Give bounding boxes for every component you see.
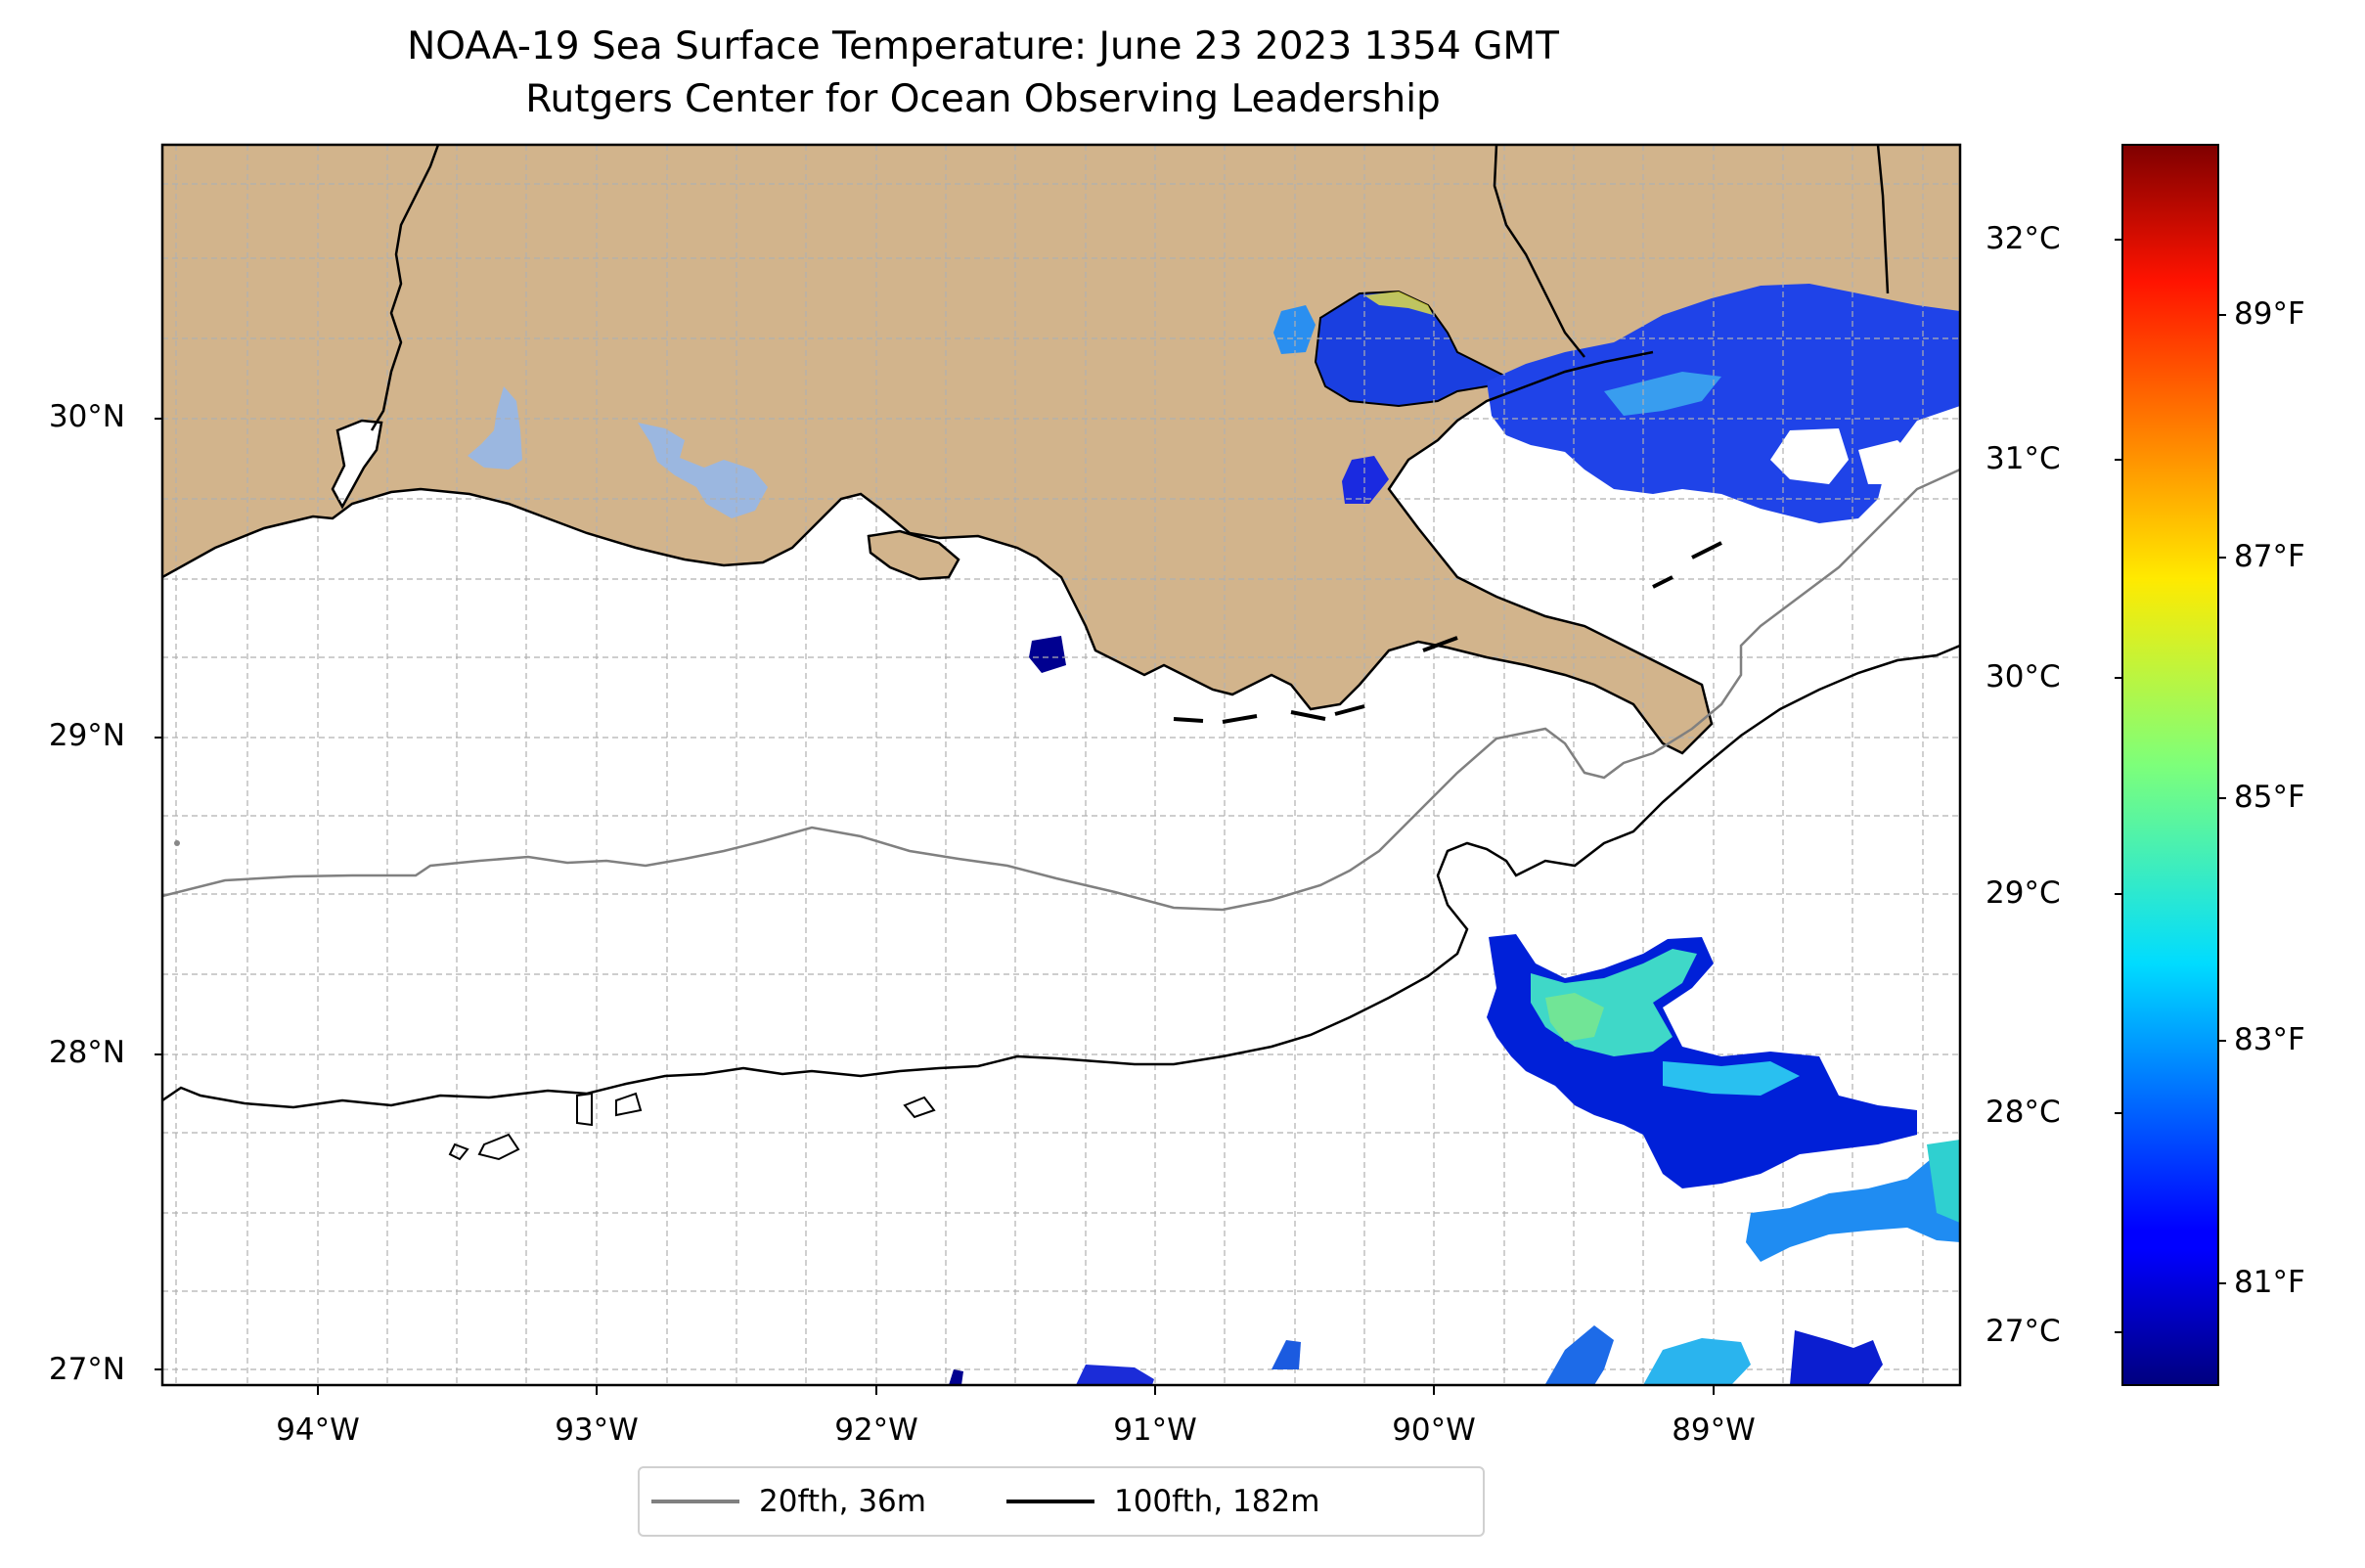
cloud-gap	[1858, 440, 1917, 484]
legend-item-100fth: 100fth, 182m	[1005, 1484, 1320, 1519]
marsh-island	[867, 529, 960, 581]
lon-label-90W: 90°W	[1392, 1412, 1476, 1448]
lat-label-28N: 28°N	[48, 1035, 125, 1070]
state-border	[1493, 145, 1585, 358]
map-title: NOAA-19 Sea Surface Temperature: June 23…	[407, 24, 1559, 68]
sst-warm-edge	[1364, 291, 1433, 315]
sst-cyan-patch	[1604, 372, 1721, 416]
lat-label-30N: 30°N	[48, 399, 125, 434]
sst-fragment	[1342, 456, 1389, 504]
inland-lake	[468, 386, 522, 470]
colorbar-label-89f: 89°F	[2234, 296, 2305, 332]
colorbar-ticks	[2115, 239, 2226, 1333]
colorbar	[2121, 144, 2219, 1386]
speckle	[174, 840, 180, 846]
colorbar-label-83f: 83°F	[2234, 1022, 2305, 1057]
legend-line-gray	[651, 1500, 739, 1503]
lon-label-93W: 93°W	[555, 1412, 639, 1448]
lon-label-92W: 92°W	[834, 1412, 918, 1448]
sst-fragment	[1029, 636, 1066, 673]
colorbar-label-28c: 28°C	[1986, 1095, 2061, 1130]
colorbar-label-87f: 87°F	[2234, 539, 2305, 574]
coastal-lake	[331, 419, 383, 510]
sst-south-patch	[1076, 1365, 1154, 1385]
isobath-100fth-detail	[448, 1092, 936, 1161]
land-mass	[162, 145, 1960, 753]
map-frame	[160, 143, 1962, 1387]
lat-label-29N: 29°N	[48, 718, 125, 753]
colorbar-label-29c: 29°C	[1986, 875, 2061, 911]
state-border	[370, 145, 440, 431]
legend-item-20fth: 20fth, 36m	[651, 1484, 926, 1519]
inland-lake	[638, 423, 768, 518]
lon-label-94W: 94°W	[276, 1412, 360, 1448]
coastline	[162, 350, 1714, 755]
colorbar-label-32c: 32°C	[1986, 221, 2061, 256]
colorbar-label-27c: 27°C	[1986, 1314, 2061, 1349]
cloud-gap	[1770, 428, 1849, 484]
sst-green-region	[1545, 993, 1604, 1042]
legend-line-black	[1005, 1500, 1094, 1503]
barrier-island	[1173, 541, 1722, 724]
sst-south-patch	[1643, 1338, 1751, 1385]
isobath-20fth	[162, 468, 1960, 912]
colorbar-label-30c: 30°C	[1986, 659, 2061, 694]
gridlines	[162, 145, 1960, 1385]
legend-label-100fth: 100fth, 182m	[1113, 1484, 1320, 1519]
colorbar-label-31c: 31°C	[1986, 441, 2061, 476]
sst-fragment	[1273, 305, 1316, 354]
sst-east-cyan	[1927, 1140, 1960, 1223]
map-subtitle: Rutgers Center for Ocean Observing Leade…	[525, 77, 1441, 121]
lat-label-27N: 27°N	[48, 1352, 125, 1387]
lon-label-91W: 91°W	[1113, 1412, 1197, 1448]
axis-ticks	[155, 418, 1715, 1395]
sst-south-patch	[1272, 1340, 1301, 1369]
lon-label-89W: 89°W	[1672, 1412, 1756, 1448]
sst-south-patch	[1790, 1330, 1883, 1385]
sst-south-patch	[1545, 1325, 1614, 1385]
colorbar-label-81f: 81°F	[2234, 1265, 2305, 1300]
colorbar-label-85f: 85°F	[2234, 780, 2305, 815]
legend: 20fth, 36m 100fth, 182m	[638, 1466, 1485, 1537]
legend-label-20fth: 20fth, 36m	[759, 1484, 926, 1519]
state-border	[1876, 145, 1890, 294]
sst-south-patch	[949, 1369, 963, 1385]
sst-east-band	[1746, 1149, 1960, 1262]
isobath-100fth	[162, 644, 1960, 1109]
sst-cyan-band	[1663, 1061, 1800, 1096]
